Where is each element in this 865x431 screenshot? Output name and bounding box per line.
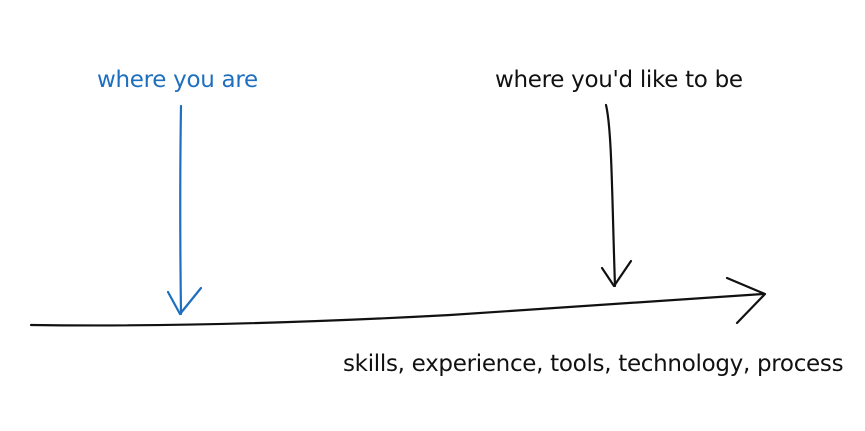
axis-caption: skills, experience, tools, technology, p…: [343, 351, 843, 377]
goal-arrow-head: [600, 259, 633, 288]
goal-arrow-shaft: [604, 103, 617, 288]
current-arrow-shaft: [179, 104, 183, 316]
current-position-arrow: [166, 104, 203, 316]
current-arrow-head: [166, 286, 203, 316]
axis-arrow-head: [725, 276, 767, 325]
goal-position-arrow: [600, 103, 633, 288]
axis-line: [29, 292, 765, 327]
current-position-label: where you are: [97, 67, 258, 93]
progression-axis-arrow: [29, 276, 767, 327]
goal-position-label: where you'd like to be: [495, 67, 743, 93]
